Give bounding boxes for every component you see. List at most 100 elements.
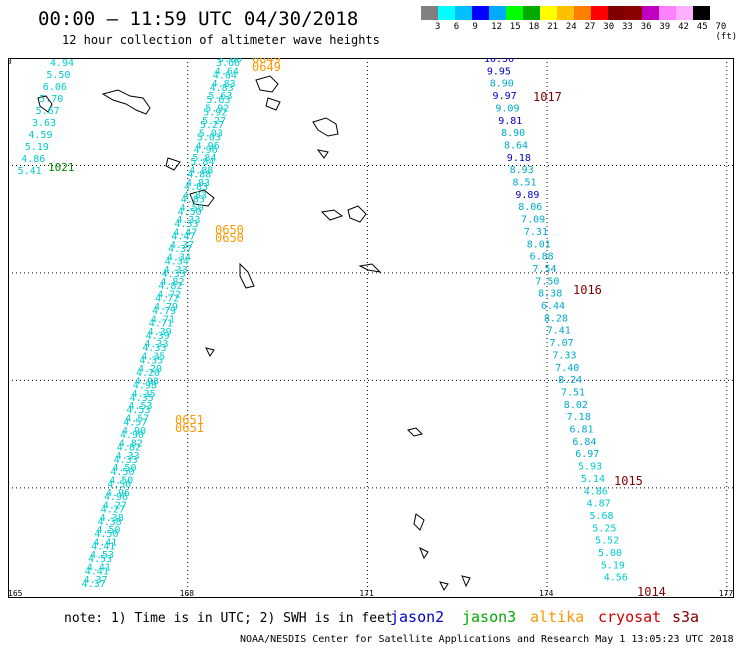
track-value-label: 4.50 xyxy=(94,529,118,540)
scale-swatch xyxy=(506,6,523,20)
track-value-label: 5.63 xyxy=(206,95,230,106)
track-value-label: 4.50 xyxy=(110,467,134,478)
track-value-label: 4.96 xyxy=(106,488,130,499)
scale-label: 3 xyxy=(435,22,441,32)
track-value-label: 4.96 xyxy=(104,492,128,503)
track-value-label: 8.02 xyxy=(564,400,588,411)
track-value-label: 5.19 xyxy=(25,142,49,153)
scale-swatch xyxy=(659,6,676,20)
track-value-label: 4.38 xyxy=(100,513,124,524)
color-scale-bar xyxy=(421,6,710,20)
scale-label: 15 xyxy=(509,22,521,32)
page-subtitle: 12 hour collection of altimeter wave hei… xyxy=(62,33,380,47)
island-outline xyxy=(255,75,279,93)
track-value-label: 5.03 xyxy=(199,128,223,139)
track-value-label: 4.50 xyxy=(96,525,120,536)
track-value-label: 4.33 xyxy=(144,339,168,350)
track-value-label: 10.50 xyxy=(484,58,514,65)
track-value-label: 4.38 xyxy=(98,517,122,528)
scale-swatch xyxy=(523,6,540,20)
track-value-label: 4.50 xyxy=(109,476,133,487)
track-time-label: 0649 xyxy=(252,58,281,66)
scale-label: 70 (ft) xyxy=(715,22,738,42)
island-outline xyxy=(461,575,471,588)
track-value-label: 4.90 xyxy=(120,430,144,441)
scale-swatch xyxy=(540,6,557,20)
track-value-label: 4.53 xyxy=(126,405,150,416)
track-value-label: 7.41 xyxy=(547,326,571,337)
track-value-label: 5.14 xyxy=(581,474,605,485)
track-value-label: 9.81 xyxy=(498,116,522,127)
scale-swatch xyxy=(591,6,608,20)
track-value-label: 5.84 xyxy=(192,153,216,164)
track-value-label: 7.33 xyxy=(552,350,576,361)
track-value-label: 9.09 xyxy=(495,103,519,114)
track-value-label: 4.34 xyxy=(165,256,189,267)
island-outline xyxy=(419,546,429,560)
track-value-label: 4.39 xyxy=(146,331,170,342)
scale-swatch xyxy=(421,6,438,20)
track-value-label: 4.20 xyxy=(138,364,162,375)
track-value-label: 6.81 xyxy=(570,425,594,436)
island-outline xyxy=(205,347,215,357)
island-outline xyxy=(320,209,344,221)
track-value-label: 4.83 xyxy=(186,178,210,189)
track-value-label: 4.88 xyxy=(189,166,213,177)
scale-label: 30 xyxy=(603,22,615,32)
track-value-label: 4.90 xyxy=(122,426,146,437)
track-value-label: 8.93 xyxy=(510,165,534,176)
color-scale-labels: 3 6 9 12 15 18 21 24 27 30 33 36 39 42 45 70 (ft) xyxy=(421,22,739,42)
scale-label: 12 xyxy=(491,22,502,32)
track-value-label: 4.94 xyxy=(50,58,74,69)
footer-credit: NOAA/NESDIS Center for Satellite Applica… xyxy=(240,634,734,645)
track-value-label: 4.53 xyxy=(88,554,112,565)
scale-label: 9 xyxy=(472,22,478,32)
track-value-label: 4.34 xyxy=(167,252,191,263)
track-value-label: 5.03 xyxy=(197,132,221,143)
track-value-label: 3.63 xyxy=(32,118,56,129)
island-outline xyxy=(265,97,281,111)
x-tick-label: 168 xyxy=(180,589,195,598)
track-value-label: 4.41 xyxy=(91,542,115,553)
track-value-label: 4.79 xyxy=(154,302,178,313)
track-value-label: 4.57 xyxy=(123,418,147,429)
scale-swatch xyxy=(489,6,506,20)
track-value-label: 5.92 xyxy=(203,108,227,119)
track-time-label: 1016 xyxy=(573,283,602,297)
track-labels: 4.945.506.065.705.673.634.595.194.865.41… xyxy=(18,58,666,598)
track-value-label: 4.83 xyxy=(210,83,234,94)
track-value-label: 4.72 xyxy=(157,290,181,301)
track-value-label: 9.18 xyxy=(507,153,531,164)
track-value-label: 4.41 xyxy=(93,538,117,549)
track-value-label: 4.88 xyxy=(187,170,211,181)
track-value-label: 4.98 xyxy=(135,376,159,387)
track-value-label: 8.90 xyxy=(501,128,525,139)
legend-item-jason2: jason2 xyxy=(390,608,445,626)
track-value-label: 4.82 xyxy=(158,281,182,292)
scale-swatch xyxy=(557,6,574,20)
track-value-label: 8.90 xyxy=(490,79,514,90)
island-outline xyxy=(439,581,449,591)
track-value-label: 4.86 xyxy=(21,154,45,165)
wave-height-map: 1651681711741771086420 4.945.506.065.705… xyxy=(8,58,734,598)
track-value-label: 4.35 xyxy=(132,389,156,400)
island-outline xyxy=(239,262,255,289)
track-value-label: 4.96 xyxy=(196,141,220,152)
scale-swatch xyxy=(472,6,489,20)
track-value-label: 5.68 xyxy=(589,511,613,522)
track-value-label: 6.44 xyxy=(541,301,565,312)
scale-swatch xyxy=(608,6,625,20)
x-tick-label: 171 xyxy=(359,589,374,598)
track-value-label: 5.19 xyxy=(601,560,625,571)
track-value-label: 4.39 xyxy=(148,327,172,338)
track-time-label: 1021 xyxy=(48,161,75,174)
track-value-label: 4.59 xyxy=(28,130,52,141)
track-value-label: 6.97 xyxy=(575,449,599,460)
track-value-label: 4.83 xyxy=(184,182,208,193)
island-outline xyxy=(189,189,215,207)
track-value-label: 5.63 xyxy=(208,91,232,102)
page-title: 00:00 – 11:59 UTC 04/30/2018 xyxy=(38,8,359,30)
track-value-label: 4.87 xyxy=(587,499,611,510)
y-tick-label: 10 xyxy=(8,58,12,66)
